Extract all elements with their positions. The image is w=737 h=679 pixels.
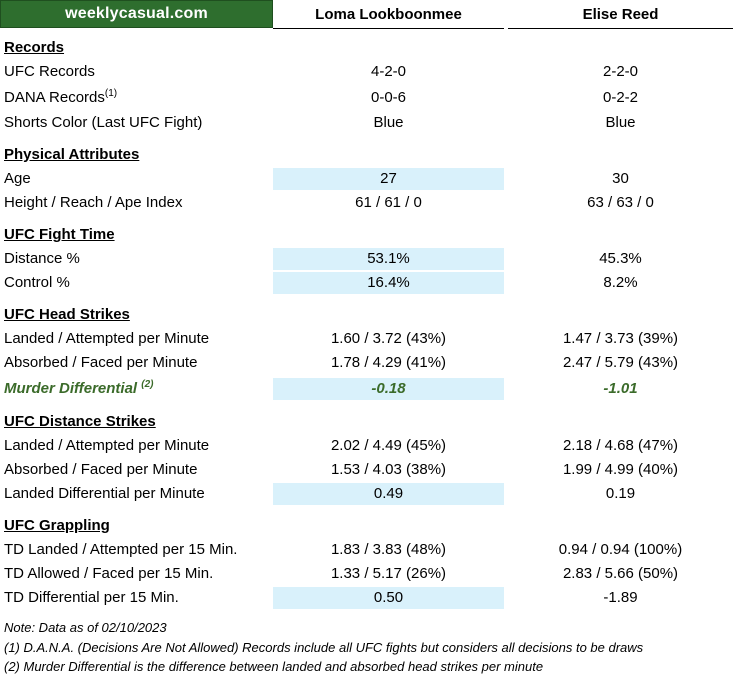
table-row: TD Differential per 15 Min. 0.50 -1.89 bbox=[0, 587, 737, 609]
row-label: DANA Records(1) bbox=[4, 87, 117, 109]
section-title-grappling: UFC Grappling bbox=[4, 517, 110, 534]
row-label: Height / Reach / Ape Index bbox=[4, 194, 183, 211]
site-brand: weeklycasual.com bbox=[0, 0, 273, 28]
fighter2-value: 63 / 63 / 0 bbox=[587, 194, 654, 211]
fighter1-value: 1.33 / 5.17 (26%) bbox=[330, 565, 447, 582]
fighter1-value: -0.18 bbox=[273, 378, 504, 400]
table-row: Landed Differential per Minute 0.49 0.19 bbox=[0, 483, 737, 505]
fighter1-value: 1.53 / 4.03 (38%) bbox=[330, 461, 447, 478]
row-label: UFC Records bbox=[4, 63, 95, 80]
note-date: Note: Data as of 02/10/2023 bbox=[4, 620, 167, 635]
fighter2-value: 8.2% bbox=[603, 274, 638, 291]
fighter1-value: 1.78 / 4.29 (41%) bbox=[330, 354, 447, 371]
fighter2-value: 2.47 / 5.79 (43%) bbox=[562, 354, 679, 371]
murder-label-text: Murder Differential bbox=[4, 380, 138, 397]
fighter2-value: Blue bbox=[605, 114, 636, 131]
table-row: Murder Differential (2) -0.18 -1.01 bbox=[0, 378, 737, 400]
fighter1-value: 61 / 61 / 0 bbox=[355, 194, 422, 211]
table-row: TD Landed / Attempted per 15 Min. 1.83 /… bbox=[0, 539, 737, 561]
fighter2-value: 2.18 / 4.68 (47%) bbox=[562, 437, 679, 454]
table-row: Height / Reach / Ape Index 61 / 61 / 0 6… bbox=[0, 192, 737, 214]
row-label: Shorts Color (Last UFC Fight) bbox=[4, 114, 203, 131]
section-title-physical: Physical Attributes bbox=[4, 146, 140, 163]
fighter2-value: 2-2-0 bbox=[602, 63, 639, 80]
footnote-marker: (1) bbox=[104, 88, 118, 99]
fighter1-value: 27 bbox=[273, 168, 504, 190]
fighter1-value: 0.49 bbox=[273, 483, 504, 505]
fighter2-value: 2.83 / 5.66 (50%) bbox=[562, 565, 679, 582]
footnote-1: (1) D.A.N.A. (Decisions Are Not Allowed)… bbox=[4, 640, 644, 655]
fighter2-value: 30 bbox=[612, 170, 629, 187]
table-row: Age 27 30 bbox=[0, 168, 737, 190]
fighter1-value: 1.60 / 3.72 (43%) bbox=[330, 330, 447, 347]
fighter1-value: 1.83 / 3.83 (48%) bbox=[330, 541, 447, 558]
fighter2-name: Elise Reed bbox=[508, 0, 733, 29]
fighter1-value: Blue bbox=[373, 114, 404, 131]
section-title-records: Records bbox=[4, 39, 65, 56]
table-row: Landed / Attempted per Minute 1.60 / 3.7… bbox=[0, 328, 737, 350]
fighter1-value: 4-2-0 bbox=[370, 63, 407, 80]
footnote-marker: (2) bbox=[141, 379, 154, 390]
table-row: Shorts Color (Last UFC Fight) Blue Blue bbox=[0, 112, 737, 134]
row-label: Absorbed / Faced per Minute bbox=[4, 461, 198, 478]
row-label: TD Allowed / Faced per 15 Min. bbox=[4, 565, 214, 582]
table-row: Control % 16.4% 8.2% bbox=[0, 272, 737, 294]
row-label: Control % bbox=[4, 274, 70, 291]
row-label: Landed / Attempted per Minute bbox=[4, 437, 210, 454]
row-label: Landed Differential per Minute bbox=[4, 485, 205, 502]
row-label: TD Differential per 15 Min. bbox=[4, 589, 179, 606]
section-title-fight-time: UFC Fight Time bbox=[4, 226, 115, 243]
section-title-distance-strikes: UFC Distance Strikes bbox=[4, 413, 156, 430]
fighter1-value: 0.50 bbox=[273, 587, 504, 609]
fighter1-value: 53.1% bbox=[273, 248, 504, 270]
table-row: TD Allowed / Faced per 15 Min. 1.33 / 5.… bbox=[0, 563, 737, 585]
row-label: TD Landed / Attempted per 15 Min. bbox=[4, 541, 238, 558]
fighter2-value: 45.3% bbox=[599, 250, 642, 267]
footnote-2: (2) Murder Differential is the differenc… bbox=[4, 659, 544, 674]
section-title-head-strikes: UFC Head Strikes bbox=[4, 306, 130, 323]
row-label: Murder Differential (2) bbox=[4, 378, 154, 400]
table-row: Distance % 53.1% 45.3% bbox=[0, 248, 737, 270]
fighter1-value: 2.02 / 4.49 (45%) bbox=[330, 437, 447, 454]
table-row: Landed / Attempted per Minute 2.02 / 4.4… bbox=[0, 435, 737, 457]
fighter2-value: 0.94 / 0.94 (100%) bbox=[558, 541, 683, 558]
fighter2-value: 0-2-2 bbox=[602, 89, 639, 106]
row-label: Age bbox=[4, 170, 31, 187]
table-row: Absorbed / Faced per Minute 1.53 / 4.03 … bbox=[0, 459, 737, 481]
row-label-text: DANA Records bbox=[4, 89, 105, 106]
fighter1-value: 0-0-6 bbox=[370, 89, 407, 106]
fighter2-value: -1.01 bbox=[603, 380, 638, 397]
table-row: UFC Records 4-2-0 2-2-0 bbox=[0, 61, 737, 83]
fighter2-value: 1.99 / 4.99 (40%) bbox=[562, 461, 679, 478]
row-label: Distance % bbox=[4, 250, 80, 267]
fighter2-value: 1.47 / 3.73 (39%) bbox=[562, 330, 679, 347]
fighter1-name: Loma Lookboonmee bbox=[273, 0, 504, 29]
row-label: Landed / Attempted per Minute bbox=[4, 330, 210, 347]
table-row: Absorbed / Faced per Minute 1.78 / 4.29 … bbox=[0, 352, 737, 374]
row-label: Absorbed / Faced per Minute bbox=[4, 354, 198, 371]
table-row: DANA Records(1) 0-0-6 0-2-2 bbox=[0, 87, 737, 109]
fighter2-value: -1.89 bbox=[603, 589, 638, 606]
fighter1-value: 16.4% bbox=[273, 272, 504, 294]
fighter2-value: 0.19 bbox=[605, 485, 636, 502]
